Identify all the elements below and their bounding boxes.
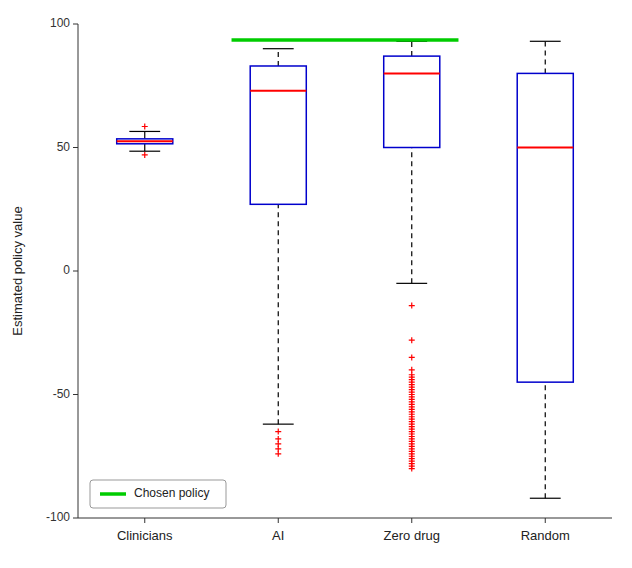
x-tick: [278, 518, 279, 523]
legend-frame: [90, 480, 226, 508]
outlier: [142, 152, 148, 158]
outlier: [409, 337, 415, 343]
chart: -100 -50 0 50 100 Clinicians AI Zero drug Random…: [0, 0, 632, 568]
median: [250, 90, 306, 92]
outlier: [409, 466, 415, 472]
outlier: [142, 124, 148, 130]
whisker: [411, 41, 412, 56]
whisker: [545, 382, 546, 498]
whisker: [144, 144, 145, 151]
median: [384, 72, 440, 74]
outlier: [409, 303, 415, 309]
whisker-cap: [263, 424, 294, 425]
x-tick: [545, 518, 546, 523]
whisker: [278, 204, 279, 424]
legend: Chosen policy: [90, 480, 226, 508]
whisker-cap: [263, 48, 294, 49]
box: [117, 139, 173, 144]
whisker-cap: [129, 151, 160, 152]
y-tick: [73, 518, 78, 519]
y-tick: [73, 394, 78, 395]
legend-label: Chosen policy: [134, 486, 209, 500]
whisker-cap: [530, 41, 561, 42]
median: [117, 140, 173, 142]
reference-line: [232, 38, 459, 42]
x-axis-line: [78, 518, 612, 519]
y-tick: [73, 147, 78, 148]
y-tick-label: 100: [50, 16, 70, 30]
x-tick-label: Clinicians: [117, 528, 173, 543]
whisker: [545, 41, 546, 73]
y-tick-label: 0: [63, 263, 70, 277]
x-tick-label: Zero drug: [384, 528, 440, 543]
plot-area: [117, 40, 574, 498]
x-tick: [411, 518, 412, 523]
y-tick-label: 50: [57, 140, 71, 154]
y-tick-label: -100: [46, 510, 70, 524]
y-tick: [73, 271, 78, 272]
box: [250, 66, 306, 204]
whisker-cap: [396, 283, 427, 284]
x-tick-label: AI: [272, 528, 284, 543]
box: [384, 56, 440, 147]
y-axis-label: Estimated policy value: [10, 206, 25, 335]
x-tick: [144, 518, 145, 523]
outlier: [275, 429, 281, 435]
x-tick-label: Random: [521, 528, 570, 543]
outlier: [409, 354, 415, 360]
median: [517, 147, 573, 149]
whisker: [411, 148, 412, 284]
y-tick: [73, 24, 78, 25]
whisker: [278, 49, 279, 66]
outlier: [275, 451, 281, 457]
whisker-cap: [530, 498, 561, 499]
whisker: [144, 131, 145, 138]
y-tick-label: -50: [53, 387, 71, 401]
legend-swatch: [100, 492, 126, 496]
box: [517, 73, 573, 382]
whisker-cap: [129, 131, 160, 132]
